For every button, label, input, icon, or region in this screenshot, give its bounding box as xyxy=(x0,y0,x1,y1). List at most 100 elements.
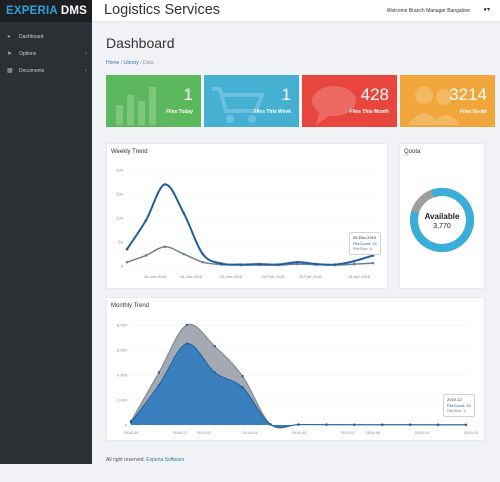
stat-label: Files So-far xyxy=(459,109,487,115)
stat-label: Files This Month xyxy=(349,109,389,115)
y-tick-label: 6,000 xyxy=(117,348,128,353)
data-point xyxy=(408,423,412,426)
sidebar-item-dashboard[interactable]: ◕ Dashboard xyxy=(0,28,92,45)
data-point xyxy=(352,259,356,263)
brand-part2: DMS xyxy=(60,5,88,17)
stat-tile-sofar[interactable]: 3214 Files So-far xyxy=(400,75,495,127)
brand-part1: EXPERIA xyxy=(6,5,58,17)
series-line-filesize xyxy=(126,246,374,266)
tooltip-size: FileSize: 6 xyxy=(353,246,372,251)
data-point xyxy=(163,245,167,249)
stat-label: Files This Week xyxy=(253,109,291,115)
sidebar: EXPERIA DMS ◕ Dashboard ➤ Options › ▦ Do… xyxy=(0,0,92,464)
data-point xyxy=(182,211,186,215)
quota-card: Quota Available 3,770 xyxy=(399,143,485,289)
y-tick-label: 50 xyxy=(119,240,124,245)
data-point xyxy=(144,219,148,222)
tooltip-date: 2019-12 xyxy=(447,397,462,402)
data-point xyxy=(353,423,356,426)
quota-donut-chart[interactable] xyxy=(400,158,484,288)
stat-value: 1 xyxy=(281,85,291,104)
sidebar-item-label: Documents xyxy=(19,67,45,74)
stat-value: 428 xyxy=(360,85,389,104)
breadcrumb-library[interactable]: Library xyxy=(123,60,139,66)
breadcrumb: Home / Library / Data xyxy=(106,60,154,66)
footer-text: All right reserved. xyxy=(106,457,145,463)
data-point xyxy=(296,260,299,264)
data-point xyxy=(241,386,244,389)
series-area-filecount xyxy=(131,343,466,428)
data-point xyxy=(371,254,375,257)
breadcrumb-home[interactable]: Home xyxy=(106,60,120,66)
data-point xyxy=(381,423,384,426)
quota-label: Available xyxy=(424,212,460,221)
chevron-right-icon: › xyxy=(85,67,87,74)
data-point xyxy=(201,252,204,256)
data-point xyxy=(296,262,299,266)
quota-title: Quota xyxy=(404,149,421,155)
brand-logo[interactable]: EXPERIA DMS xyxy=(0,0,92,22)
footer: All right reserved. Experia Software xyxy=(106,457,184,463)
monthly-trend-title: Monthly Trend xyxy=(111,303,150,309)
data-point xyxy=(258,262,261,266)
data-point xyxy=(213,371,216,374)
data-point xyxy=(163,183,167,186)
data-point xyxy=(213,345,216,348)
monthly-trend-chart[interactable]: 8,000 6,000 4,000 2,000 0 2018-10 2018-12 2019-… xyxy=(107,298,484,440)
tooltip-size: FileSize: 6 xyxy=(447,408,466,413)
wrench-icon: ➤ xyxy=(7,51,13,57)
data-point xyxy=(333,263,337,266)
monthly-tooltip: 2019-12 FileCount: 22 FileSize: 6 xyxy=(443,394,475,417)
stat-tile-today[interactable]: 1 Files Today xyxy=(106,75,201,127)
tooltip-count: FileCount: 22 xyxy=(447,402,471,408)
sidebar-item-options[interactable]: ➤ Options › xyxy=(0,45,92,62)
data-point xyxy=(269,423,272,426)
x-tick-label: 20-Jan-2018 xyxy=(220,274,243,279)
data-point xyxy=(125,247,129,251)
sidebar-item-documents[interactable]: ▦ Documents › xyxy=(0,62,92,79)
tooltip-count: FileCount: 22 xyxy=(353,240,377,246)
x-tick-label: 18-Jan-2018 xyxy=(180,274,203,279)
chevron-right-icon: › xyxy=(85,50,87,57)
data-point xyxy=(277,263,280,266)
bar-chart-icon xyxy=(116,87,156,125)
user-icon[interactable]: ●▾ xyxy=(483,7,490,13)
data-point xyxy=(182,252,186,256)
x-tick-label: 16-Jan-2018 xyxy=(144,274,167,279)
x-tick-label: 2018-10 xyxy=(124,430,139,435)
breadcrumb-separator: / xyxy=(120,60,124,66)
x-tick-label: 2019-05 xyxy=(292,430,307,435)
x-tick-label: 18-Apr-2018 xyxy=(348,274,371,279)
data-point xyxy=(241,375,244,378)
weekly-trend-chart[interactable]: 200 150 100 50 0 16-Jan-2018 18-Jan-2018 20-Jan… xyxy=(107,144,387,288)
tooltip-date: 05-Dec-2019 xyxy=(353,235,377,240)
breadcrumb-separator: / xyxy=(140,60,143,66)
data-point xyxy=(125,260,129,264)
cart-icon xyxy=(212,87,265,123)
sidebar-item-label: Options xyxy=(19,50,37,57)
stat-tile-month[interactable]: 428 Files This Month xyxy=(302,75,397,127)
page-title: Dashboard xyxy=(106,35,175,51)
y-tick-label: 8,000 xyxy=(117,323,128,328)
documents-icon: ▦ xyxy=(7,68,13,74)
app-title: Logistics Services xyxy=(104,2,221,18)
data-point xyxy=(464,423,468,426)
footer-link[interactable]: Experia Software xyxy=(146,457,185,463)
topbar: Logistics Services Welcome Branch Manage… xyxy=(92,0,500,22)
y-tick-label: 200 xyxy=(116,168,123,173)
data-point xyxy=(201,260,204,264)
data-point xyxy=(157,383,161,387)
data-point xyxy=(297,423,300,426)
data-point xyxy=(239,263,242,266)
y-tick-label: 0 xyxy=(125,423,128,428)
data-point xyxy=(185,342,189,345)
x-tick-label: 25-Feb-2018 xyxy=(299,274,323,279)
x-tick-label: 2019-10 xyxy=(415,430,430,435)
stat-tile-week[interactable]: 1 Files This Week xyxy=(204,75,299,127)
monthly-trend-card: Monthly Trend 8,000 6,000 4,000 2,000 0 2018-… xyxy=(106,297,485,441)
x-tick-label: 2019-07 xyxy=(341,430,356,435)
x-tick-label: 2019-08 xyxy=(366,430,381,435)
data-point xyxy=(436,423,440,426)
dashboard-icon: ◕ xyxy=(7,33,11,40)
data-point xyxy=(314,262,318,266)
